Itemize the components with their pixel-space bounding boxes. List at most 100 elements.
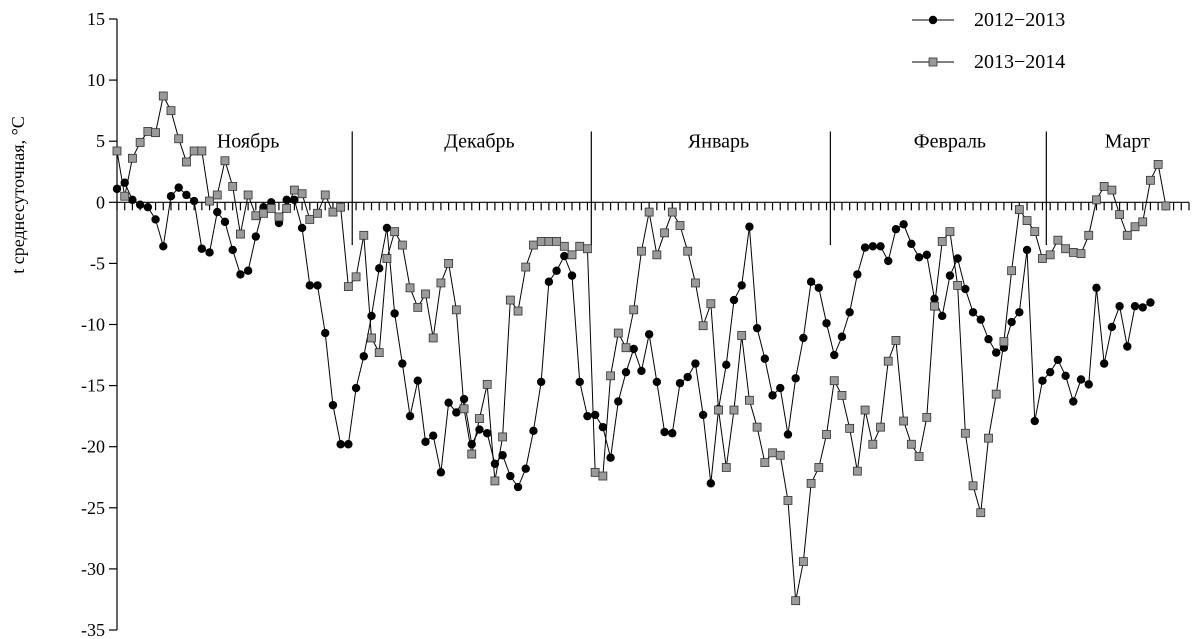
data-point <box>914 452 924 461</box>
data-point <box>506 471 515 481</box>
data-point <box>745 222 754 231</box>
y-tick-label: -35 <box>81 620 105 639</box>
data-point <box>1153 160 1163 169</box>
data-point <box>876 422 885 432</box>
data-point <box>436 278 446 288</box>
data-point <box>228 245 237 255</box>
legend: 2012−2013 2013−2014 <box>912 9 1065 73</box>
data-point <box>1138 303 1147 312</box>
data-point <box>922 412 932 422</box>
data-point <box>336 202 346 212</box>
data-point <box>359 230 369 240</box>
data-point <box>359 352 368 361</box>
data-point <box>822 319 831 328</box>
data-point <box>429 431 438 440</box>
data-point <box>683 246 693 256</box>
data-point <box>143 202 153 212</box>
data-point <box>845 308 854 317</box>
data-point <box>899 416 909 426</box>
data-point <box>845 423 855 433</box>
data-point <box>891 224 901 234</box>
data-point <box>336 440 345 449</box>
data-point <box>228 182 238 191</box>
data-point <box>1076 375 1086 384</box>
data-point <box>112 184 122 194</box>
data-point <box>1146 175 1155 185</box>
data-point <box>1099 182 1109 191</box>
data-point <box>151 128 160 138</box>
data-point <box>251 232 261 241</box>
data-point <box>536 237 546 246</box>
data-point <box>321 328 330 338</box>
data-point <box>521 464 530 473</box>
data-point <box>899 220 908 229</box>
data-point <box>1061 244 1071 254</box>
data-point <box>1092 283 1101 293</box>
data-point <box>652 377 662 387</box>
data-point <box>976 315 985 324</box>
data-point <box>1107 185 1117 195</box>
data-point <box>706 479 716 488</box>
data-point <box>397 240 407 250</box>
legend-marker <box>928 57 938 67</box>
data-point <box>390 227 400 237</box>
data-point <box>1045 367 1055 377</box>
data-point <box>829 376 839 386</box>
data-point <box>1161 201 1171 211</box>
data-point <box>259 208 268 218</box>
data-point <box>182 190 191 200</box>
data-point <box>498 451 507 460</box>
data-point <box>660 427 669 437</box>
data-point <box>1030 416 1039 426</box>
data-point <box>313 281 322 290</box>
y-tick-label: 0 <box>96 192 105 212</box>
data-point <box>1076 249 1086 259</box>
data-point <box>374 348 384 358</box>
data-point <box>305 281 315 290</box>
data-point <box>961 284 970 294</box>
data-point <box>637 246 646 256</box>
data-point <box>274 212 284 222</box>
data-point <box>351 383 361 393</box>
data-point <box>614 397 623 406</box>
month-label: Ноябрь <box>217 130 280 152</box>
data-point <box>451 305 461 315</box>
data-point <box>143 127 153 136</box>
y-tick-label: -25 <box>81 498 105 518</box>
data-point <box>914 253 924 262</box>
month-label: Январь <box>688 130 749 152</box>
legend-label: 2013−2014 <box>974 51 1065 73</box>
y-axis-label: t среднесуточная, °C <box>8 116 28 274</box>
data-point <box>1015 308 1024 317</box>
data-point <box>814 283 824 293</box>
data-point <box>629 305 639 315</box>
y-tick-label: -20 <box>81 437 105 457</box>
data-point <box>968 481 978 491</box>
data-point <box>552 266 561 275</box>
data-point <box>1038 254 1047 263</box>
data-point <box>729 405 739 415</box>
data-point <box>590 467 600 477</box>
data-point <box>328 207 338 217</box>
data-point <box>752 323 762 333</box>
data-point <box>212 190 222 200</box>
data-point <box>1069 397 1078 406</box>
data-point <box>768 391 777 400</box>
data-point <box>930 301 939 311</box>
data-point <box>382 254 392 263</box>
data-point <box>598 471 608 481</box>
series-group <box>112 91 1171 606</box>
data-point <box>752 422 762 432</box>
y-tick-label: 15 <box>87 9 105 29</box>
data-point <box>1053 235 1063 245</box>
data-point <box>482 429 492 438</box>
data-point <box>351 272 361 282</box>
data-point <box>1107 322 1117 332</box>
data-point <box>220 217 230 227</box>
month-label: Март <box>1105 130 1150 152</box>
data-point <box>675 378 685 388</box>
data-point <box>513 306 523 316</box>
data-point <box>737 281 746 290</box>
legend-item: 2012−2013 <box>912 9 1065 31</box>
